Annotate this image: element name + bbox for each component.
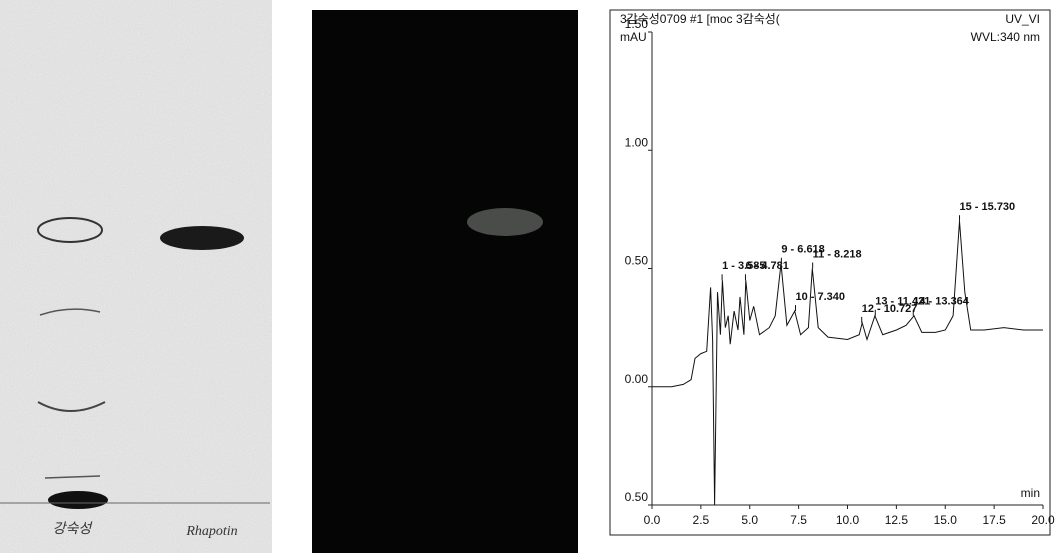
y-tick-label: 1.50 [625, 17, 649, 31]
x-tick-label: 10.0 [836, 513, 860, 527]
x-unit: min [1021, 486, 1040, 500]
peak-label: 10 - 7.340 [795, 291, 845, 303]
chart-subtitle: 3감숙성( [736, 12, 780, 26]
peak-label: 13 - 11.421 [875, 296, 930, 308]
peak-label: 14 - 13.364 [913, 296, 970, 308]
peak-label: 6 - 4.781 [745, 260, 788, 272]
chromatogram-frame [609, 9, 1051, 536]
peak-label: 11 - 8.218 [813, 248, 862, 260]
spot-outline [37, 401, 106, 412]
y-tick-label: 1.00 [625, 135, 649, 149]
y-tick-label: 0.00 [625, 372, 649, 386]
spot-outline [37, 217, 103, 243]
x-tick-label: 5.0 [741, 513, 758, 527]
wavelength: WVL:340 nm [971, 30, 1040, 44]
chart-title: 3감숙성0709 #1 [moc [620, 12, 733, 26]
uv-plate [312, 10, 578, 553]
x-tick-label: 17.5 [982, 513, 1006, 527]
x-tick-label: 0.0 [644, 513, 661, 527]
x-tick-label: 2.5 [693, 513, 710, 527]
plate-texture [0, 0, 272, 553]
reference-spot [160, 226, 244, 250]
y-tick-label: 0.50 [625, 254, 649, 268]
x-tick-label: 15.0 [934, 513, 958, 527]
uv-bg [312, 10, 578, 553]
x-tick-label: 20.0 [1031, 513, 1055, 527]
peak-label: 9 - 6.618 [781, 244, 824, 256]
x-tick-label: 7.5 [790, 513, 807, 527]
y-tick-label: 0.50 [625, 490, 649, 504]
uv-spot [467, 208, 543, 236]
detector: UV_VI [1005, 12, 1040, 26]
spot-outline [39, 308, 101, 316]
lane-label: 강숙성 [53, 521, 94, 537]
x-tick-label: 12.5 [885, 513, 909, 527]
peak-label: 15 - 15.730 [960, 201, 1016, 213]
y-unit: mAU [620, 30, 647, 44]
spot-line [44, 475, 101, 479]
origin-spot [48, 491, 108, 509]
lane-label: Rhapotin [185, 524, 237, 539]
peak-label: 1 - 3.585 [722, 260, 765, 272]
tlc-plate: 강숙성 Rhapotin [0, 0, 272, 553]
trace [652, 221, 1043, 506]
